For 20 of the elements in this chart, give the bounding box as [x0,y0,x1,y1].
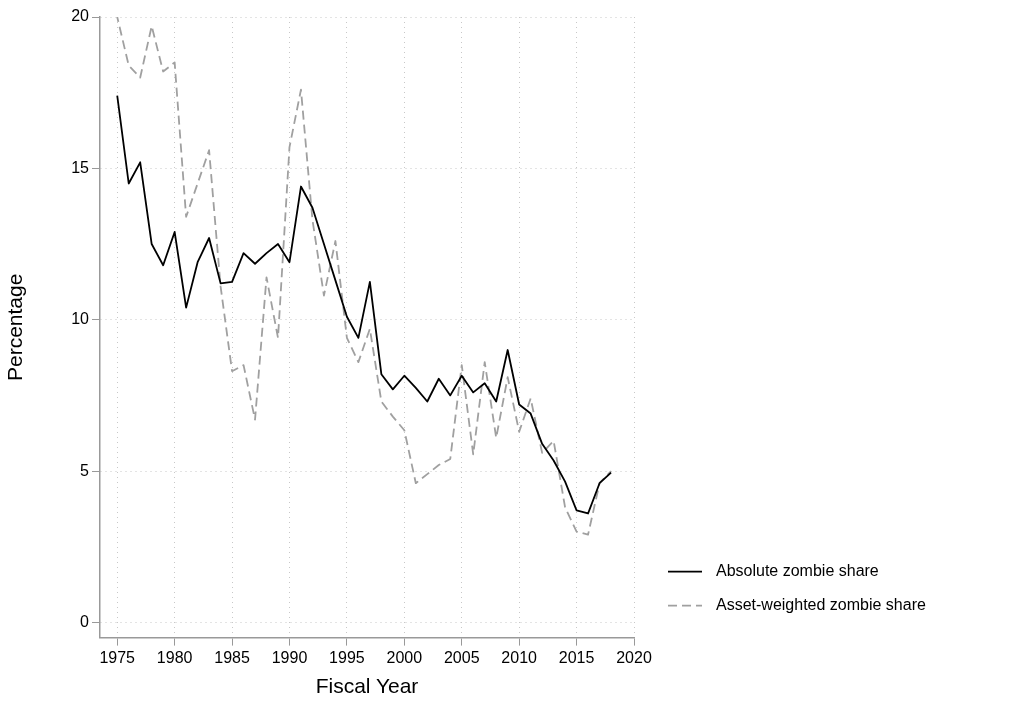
x-tick-label: 1980 [156,648,193,666]
x-tick-label: 2005 [443,648,480,666]
legend-label: Asset-weighted zombie share [716,596,926,614]
x-tick-label: 1975 [99,648,136,666]
x-tick-label: 2015 [558,648,595,666]
x-tick-label: 2020 [616,648,652,666]
x-tick-label: 1995 [329,648,365,666]
y-tick-label: 15 [71,158,90,176]
y-tick-label: 20 [71,7,90,25]
x-tick-label: 1985 [214,648,250,666]
x-tick-label: 2000 [386,648,423,666]
line-series [116,17,612,536]
y-tick-label: 10 [71,310,90,328]
x-axis-title: Fiscal Year [315,674,419,698]
x-tick-label: 1990 [271,648,308,666]
y-tick-label: 0 [80,612,90,630]
x-tick-label: 2010 [501,648,538,666]
y-tick-label: 5 [80,461,90,479]
y-axis-title: Percentage [3,273,27,382]
legend-label: Absolute zombie share [716,562,879,580]
